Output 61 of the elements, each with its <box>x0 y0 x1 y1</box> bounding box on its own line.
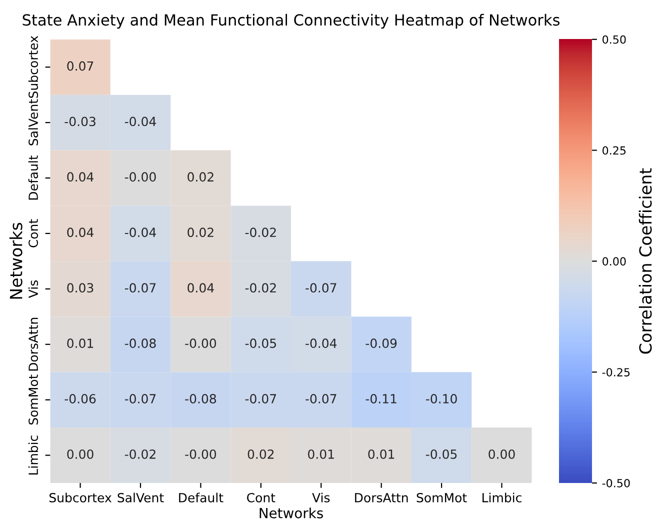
data-label: -0.07 <box>124 283 156 293</box>
data-label: -0.09 <box>366 338 397 348</box>
data-label: 0.01 <box>308 449 334 459</box>
data-label: -0.07 <box>245 394 276 404</box>
data-label: -0.04 <box>124 228 156 238</box>
x-tick-label: Vis <box>312 492 330 502</box>
data-label: 0.04 <box>188 283 214 293</box>
y-tick-label: Vis <box>28 280 38 298</box>
color-bar-label: 0.00 <box>602 257 626 266</box>
x-tick-label: Cont <box>247 492 276 502</box>
y-tick-label: Default <box>28 155 38 200</box>
data-label: -0.02 <box>124 449 156 459</box>
x-tick-label: Default <box>179 492 224 502</box>
data-label: -0.06 <box>64 394 96 404</box>
data-label: -0.07 <box>306 394 336 404</box>
data-label: -0.05 <box>245 338 276 348</box>
data-label: -0.02 <box>245 283 276 293</box>
data-label: -0.00 <box>185 449 216 459</box>
color-bar-label: 0.50 <box>602 35 626 44</box>
data-label: 0.04 <box>67 172 94 182</box>
y-tick-label: Limbic <box>28 436 38 474</box>
data-label: -0.00 <box>185 338 216 348</box>
data-label: 0.01 <box>368 449 394 459</box>
x-tick-label: SalVent <box>118 492 164 502</box>
data-label: -0.10 <box>426 394 457 404</box>
data-label: 0.02 <box>188 228 214 238</box>
y-tick-label: SomMot <box>28 374 38 425</box>
data-label: -0.05 <box>426 449 457 459</box>
y-tick-label: Cont <box>28 219 38 248</box>
data-label: 0.07 <box>67 61 94 71</box>
data-label: -0.11 <box>366 394 396 404</box>
data-label: 0.02 <box>248 449 274 459</box>
data-label: -0.00 <box>124 172 156 182</box>
data-label: 0.02 <box>188 172 214 182</box>
data-label: 0.00 <box>488 449 515 459</box>
data-label: -0.04 <box>306 338 337 348</box>
y-tick-label: SalVent <box>28 99 38 146</box>
data-label: -0.08 <box>124 338 156 348</box>
x-tick-label: DorsAttn <box>355 493 408 502</box>
color-bar-label: -0.50 <box>602 478 630 488</box>
data-label: -0.04 <box>124 116 156 126</box>
color-bar-title: Correlation Coefficient <box>638 168 652 354</box>
chart-title: State Anxiety and Mean Functional Connectivity Heatmap of Networks <box>22 14 560 29</box>
data-label: -0.08 <box>185 394 216 404</box>
y-tick-label: Subcortex <box>28 36 38 98</box>
data-label: 0.04 <box>67 228 94 238</box>
y-tick-label: DorsAttn <box>28 318 38 371</box>
data-label: -0.07 <box>306 283 336 293</box>
x-tick-label: Subcortex <box>49 492 112 502</box>
data-label: 0.01 <box>67 338 94 348</box>
x-axis-title: Networks <box>260 508 323 518</box>
color-bar-label: -0.25 <box>602 368 630 376</box>
x-tick-label: SomMot <box>416 492 467 502</box>
y-axis-title: Networks <box>9 222 22 299</box>
data-label: -0.07 <box>124 394 156 404</box>
data-label: 0.03 <box>67 283 94 293</box>
data-label: -0.03 <box>64 116 96 126</box>
data-label: 0.00 <box>67 449 94 459</box>
color-bar-label: 0.25 <box>602 146 626 155</box>
data-label: -0.02 <box>245 228 276 238</box>
x-tick-label: Limbic <box>482 492 522 502</box>
